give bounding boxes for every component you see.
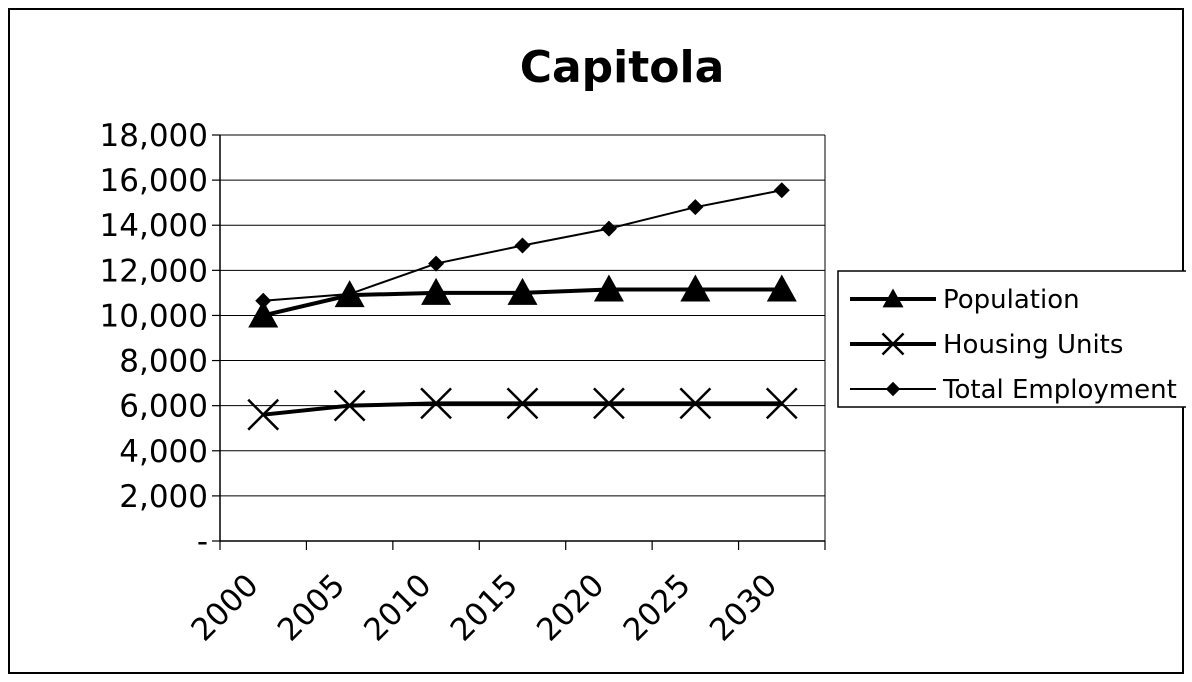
line-chart: Capitola 18,000 16,000 14,000 12,000 10,000 8… xyxy=(100,42,1186,648)
series xyxy=(247,182,798,431)
gridlines xyxy=(220,134,825,497)
x-marker-stroke xyxy=(333,389,366,422)
x-tick-label: 2030 xyxy=(703,567,784,648)
x-marker-stroke xyxy=(679,387,712,420)
legend-box xyxy=(837,270,1186,408)
data-point-x xyxy=(506,387,539,420)
data-point-x xyxy=(333,389,366,422)
legend-entry: Housing Units xyxy=(850,330,1123,360)
y-tick-label: 18,000 xyxy=(100,118,208,154)
legend-label: Total Employment xyxy=(942,375,1177,405)
data-point-diamond xyxy=(687,199,704,216)
y-tick-label: 14,000 xyxy=(100,208,208,244)
x-marker-stroke xyxy=(420,387,452,420)
x-marker-stroke xyxy=(506,387,539,420)
data-point-triangle xyxy=(421,277,452,305)
data-point-x xyxy=(593,387,625,420)
data-point-triangle xyxy=(766,274,797,302)
y-tick-label: 8,000 xyxy=(119,344,208,380)
legend-label: Population xyxy=(943,285,1080,315)
legend-entry: Population xyxy=(850,285,1080,315)
data-point-diamond xyxy=(514,237,531,254)
y-tick-label: 12,000 xyxy=(100,253,208,289)
y-tick-label: 4,000 xyxy=(119,434,208,470)
x-tick-label: 2015 xyxy=(444,567,525,648)
data-point-x xyxy=(679,387,712,420)
x-marker-stroke xyxy=(881,332,905,356)
legend-marker-x xyxy=(881,332,905,356)
series-total-employment xyxy=(255,182,790,309)
data-point-diamond xyxy=(255,292,272,309)
legend-label: Housing Units xyxy=(943,330,1123,360)
y-tick-label: 16,000 xyxy=(100,163,208,199)
data-point-diamond xyxy=(428,255,445,272)
axes xyxy=(212,134,826,550)
data-point-triangle xyxy=(248,300,279,328)
series-population xyxy=(248,274,797,328)
y-axis-tick-labels: 18,000 16,000 14,000 12,000 10,000 8,000 6,000… xyxy=(100,118,208,560)
y-tick-label: 10,000 xyxy=(100,298,208,334)
data-point-diamond xyxy=(341,286,358,303)
data-point-x xyxy=(765,387,798,420)
data-point-x xyxy=(420,387,452,420)
data-point-x xyxy=(247,398,280,431)
x-marker-stroke xyxy=(247,398,280,431)
y-tick-label: - xyxy=(197,524,208,560)
series-housing-units xyxy=(247,387,798,431)
legend-marker-triangle xyxy=(882,288,904,308)
x-tick-label: 2010 xyxy=(357,567,438,648)
data-point-diamond xyxy=(600,220,617,237)
y-tick-label: 2,000 xyxy=(119,479,208,515)
x-tick-label: 2005 xyxy=(271,567,352,648)
x-marker-stroke xyxy=(593,387,625,420)
data-point-diamond xyxy=(773,182,790,199)
chart-title: Capitola xyxy=(520,42,725,93)
legend-marker-diamond xyxy=(885,381,901,397)
x-marker-stroke xyxy=(765,387,798,420)
legend: Population Housing Units Total Employment xyxy=(837,270,1186,408)
y-tick-label: 6,000 xyxy=(119,389,208,425)
x-tick-label: 2000 xyxy=(184,567,265,648)
x-tick-label: 2020 xyxy=(530,567,611,648)
data-point-triangle xyxy=(593,274,624,302)
x-tick-label: 2025 xyxy=(617,567,698,648)
legend-entry: Total Employment xyxy=(850,375,1177,405)
data-point-triangle xyxy=(680,274,711,302)
x-axis-tick-labels: 2000 2005 2010 2015 2020 2025 2030 xyxy=(184,567,784,648)
data-point-triangle xyxy=(507,277,538,305)
chart-area: Capitola 18,000 16,000 14,000 12,000 10,000 8… xyxy=(8,8,1186,674)
